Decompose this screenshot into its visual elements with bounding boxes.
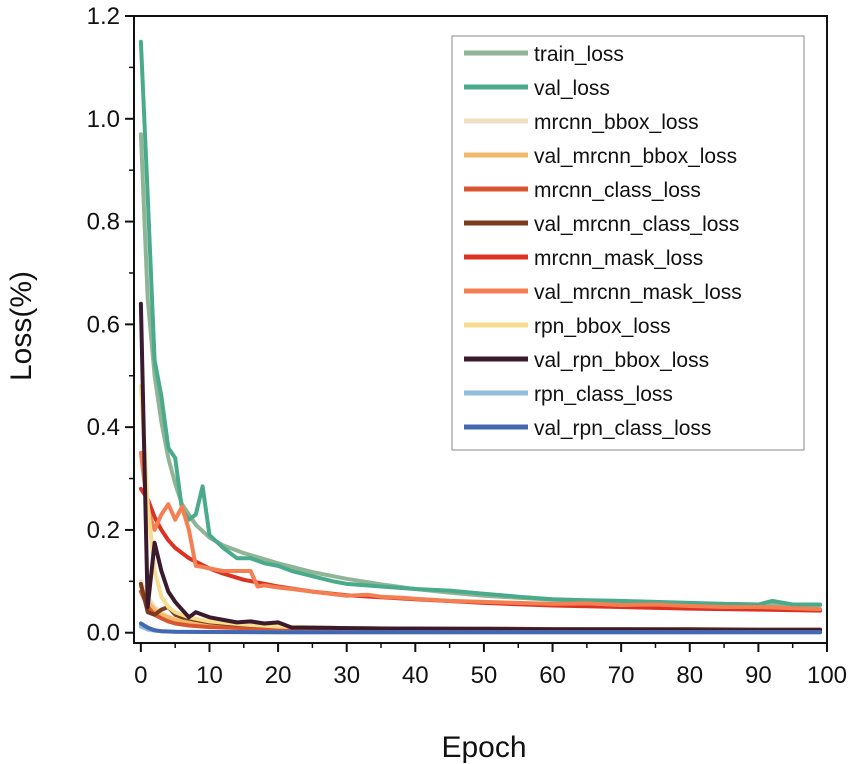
y-tick-label: 0.6 bbox=[87, 311, 120, 338]
y-tick-label: 0.0 bbox=[87, 620, 120, 647]
ticks-layer: 0 10 20 30 40 50 60 70 80 90 100 0.0 0.2 0.4 0.6 0.8 1.0… bbox=[87, 3, 847, 689]
legend-label: mrcnn_class_loss bbox=[534, 179, 701, 202]
legend-label: mrcnn_mask_loss bbox=[534, 247, 703, 270]
x-tick-label: 90 bbox=[745, 662, 772, 689]
series-line-val-rpn-bbox-loss bbox=[138, 301, 823, 633]
x-tick-label: 80 bbox=[676, 662, 703, 689]
legend-label: mrcnn_bbox_loss bbox=[534, 111, 699, 134]
x-axis-title: Epoch bbox=[441, 731, 526, 764]
legend-label: val_rpn_class_loss bbox=[534, 417, 711, 440]
legend-label: train_loss bbox=[534, 43, 624, 66]
y-tick-label: 0.2 bbox=[87, 517, 120, 544]
x-tick-label: 10 bbox=[196, 662, 223, 689]
x-tick-label: 0 bbox=[134, 662, 147, 689]
legend: train_loss val_loss mrcnn_bbox_loss val_mrc… bbox=[451, 35, 805, 451]
x-tick-label: 70 bbox=[608, 662, 635, 689]
series-line-val-mrcnn-mask-loss bbox=[138, 450, 823, 612]
series-line-mrcnn-mask-loss bbox=[138, 486, 823, 613]
x-tick-label: 60 bbox=[539, 662, 566, 689]
series-line-val-rpn-class-loss bbox=[138, 621, 823, 635]
x-tick-label: 40 bbox=[402, 662, 429, 689]
legend-label: rpn_class_loss bbox=[534, 383, 673, 406]
legend-label: val_mrcnn_bbox_loss bbox=[534, 145, 737, 168]
y-tick-label: 1.0 bbox=[87, 106, 120, 133]
legend-label: val_mrcnn_mask_loss bbox=[534, 281, 742, 304]
y-axis-title: Loss(%) bbox=[5, 271, 38, 381]
series-line-val-loss bbox=[138, 39, 823, 607]
x-tick-label: 100 bbox=[807, 662, 847, 689]
legend-label: rpn_bbox_loss bbox=[534, 315, 671, 338]
legend-label: val_loss bbox=[534, 77, 610, 100]
y-tick-label: 0.4 bbox=[87, 414, 120, 441]
x-tick-label: 20 bbox=[265, 662, 292, 689]
legend-label: val_mrcnn_class_loss bbox=[534, 213, 739, 236]
legend-box bbox=[451, 35, 805, 451]
series-layer bbox=[138, 39, 823, 635]
x-tick-label: 50 bbox=[471, 662, 498, 689]
x-tick-label: 30 bbox=[333, 662, 360, 689]
y-tick-label: 1.2 bbox=[87, 3, 120, 30]
legend-label: val_rpn_bbox_loss bbox=[534, 349, 709, 372]
plot-frame bbox=[133, 15, 828, 644]
y-tick-label: 0.8 bbox=[87, 209, 120, 236]
